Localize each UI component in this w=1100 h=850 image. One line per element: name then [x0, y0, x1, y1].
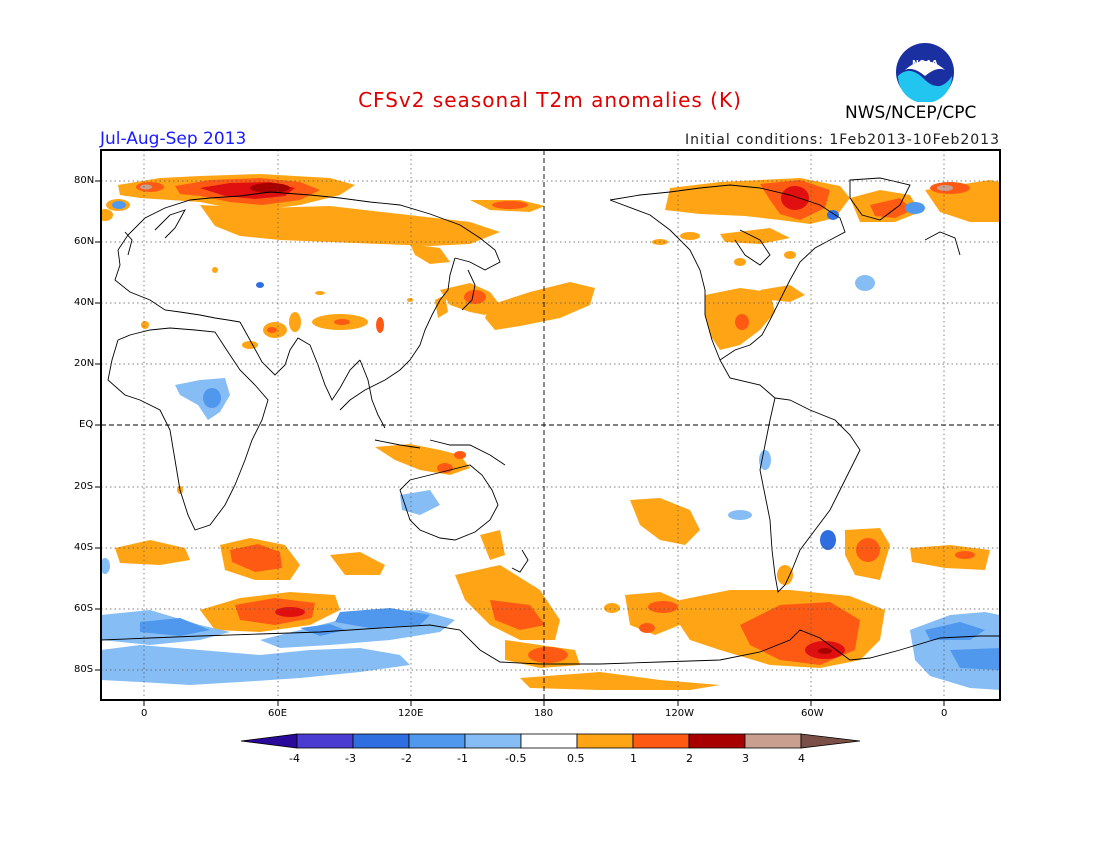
colorbar-label: 0.5 — [567, 752, 585, 765]
lat-label: 80S — [74, 664, 94, 675]
axis-ticks — [95, 180, 945, 706]
colorbar-label: -3 — [345, 752, 356, 765]
forecast-period: Jul-Aug-Sep 2013 — [100, 129, 247, 149]
colorbar-swatch — [576, 733, 634, 749]
lat-label: EQ — [79, 419, 94, 430]
colorbar-label: -0.5 — [505, 752, 527, 765]
colorbar-swatch — [408, 733, 466, 749]
lon-label: 180 — [534, 708, 554, 719]
lon-label: 60W — [801, 708, 824, 719]
colorbar-label: -2 — [401, 752, 412, 765]
colorbar-swatch — [296, 733, 354, 749]
lon-label: 0 — [941, 708, 948, 719]
lat-label: 80N — [74, 175, 95, 186]
colorbar-swatch-lt-4 — [240, 733, 298, 749]
map-title: CFSv2 seasonal T2m anomalies (K) — [358, 88, 742, 112]
colorbar-swatch-gt-4 — [800, 733, 861, 749]
colorbar-swatch — [688, 733, 746, 749]
lat-label: 60N — [74, 236, 95, 247]
lat-label: 20N — [74, 358, 95, 369]
lon-label: 120E — [398, 708, 424, 719]
colorbar-swatch — [352, 733, 410, 749]
lon-label: 60E — [268, 708, 288, 719]
colorbar-swatch — [632, 733, 690, 749]
lon-label: 0 — [141, 708, 148, 719]
colorbar-label: 3 — [742, 752, 749, 765]
colorbar-swatch — [744, 733, 802, 749]
noaa-logo: NOAA — [896, 43, 954, 102]
coastlines — [101, 177, 1000, 665]
colorbar-label: -1 — [457, 752, 468, 765]
colorbar-label: -4 — [289, 752, 300, 765]
initial-conditions: Initial conditions: 1Feb2013-10Feb2013 — [685, 132, 1000, 148]
reference-lines — [101, 150, 1000, 700]
colorbar-swatch — [520, 733, 578, 749]
colorbar-label: 2 — [686, 752, 693, 765]
noaa-logo-text: NOAA — [912, 59, 938, 68]
colorbar-label: 4 — [798, 752, 805, 765]
lat-label: 40S — [74, 542, 94, 553]
lon-label: 120W — [665, 708, 694, 719]
colorbar-swatch — [464, 733, 522, 749]
anomaly-fields — [101, 174, 1000, 690]
lat-label: 40N — [74, 297, 95, 308]
lat-label: 60S — [74, 603, 94, 614]
lat-label: 20S — [74, 481, 94, 492]
colorbar — [240, 733, 861, 749]
agency-label: NWS/NCEP/CPC — [845, 103, 977, 123]
colorbar-label: 1 — [630, 752, 637, 765]
